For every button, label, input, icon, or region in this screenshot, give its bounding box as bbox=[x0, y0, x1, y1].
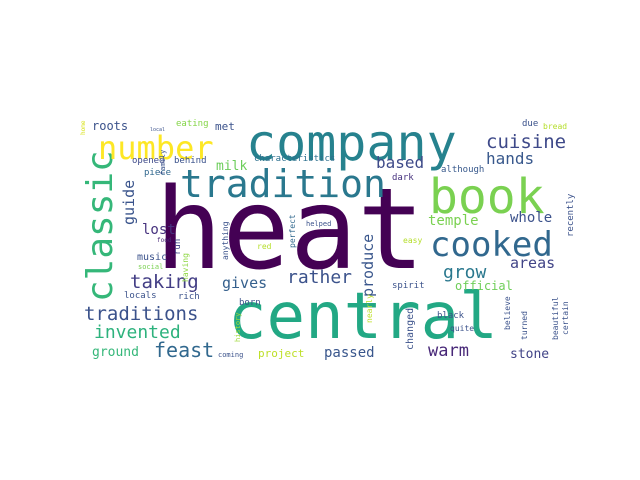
word-black: black bbox=[437, 311, 465, 321]
word-company: company bbox=[246, 114, 457, 172]
word-based: based bbox=[376, 153, 424, 172]
word-home: home bbox=[80, 120, 87, 135]
word-believe: believe bbox=[503, 296, 512, 330]
word-recently: recently bbox=[566, 193, 576, 237]
word-quite: quite bbox=[450, 324, 474, 333]
word-red: red bbox=[257, 242, 272, 251]
word-eating: eating bbox=[176, 119, 209, 129]
word-music: music bbox=[137, 252, 167, 263]
word-food: food bbox=[157, 237, 172, 244]
word-official: official bbox=[455, 279, 513, 293]
word-number: number bbox=[98, 129, 214, 167]
word-areas: areas bbox=[510, 254, 555, 272]
word-due: due bbox=[522, 119, 538, 129]
word-hands: hands bbox=[486, 149, 534, 168]
word-rather: rather bbox=[287, 267, 352, 288]
word-project: project bbox=[258, 347, 304, 360]
word-stone: stone bbox=[510, 347, 549, 362]
word-social: social bbox=[138, 263, 163, 271]
word-temple: temple bbox=[428, 213, 479, 229]
word-nearly: nearly bbox=[365, 294, 374, 323]
word-beautiful: beautiful bbox=[551, 296, 560, 340]
word-gives: gives bbox=[222, 274, 267, 292]
word-ground: ground bbox=[92, 345, 139, 360]
word-although: although bbox=[441, 165, 484, 175]
word-grow: grow bbox=[443, 262, 487, 283]
word-coming: coming bbox=[218, 351, 243, 359]
word-milk: milk bbox=[216, 159, 247, 174]
word-invented: invented bbox=[94, 322, 181, 343]
word-traditions: traditions bbox=[84, 303, 198, 325]
word-guide: guide bbox=[120, 180, 138, 225]
word-bread: bread bbox=[543, 122, 567, 131]
word-warm: warm bbox=[428, 341, 469, 361]
word-anything: anything bbox=[221, 221, 230, 260]
word-locals: locals bbox=[124, 291, 157, 301]
word-history: history bbox=[234, 312, 242, 342]
word-whole: whole bbox=[510, 210, 552, 226]
word-taking: taking bbox=[130, 271, 199, 293]
word-born: born bbox=[239, 298, 261, 308]
word-having: having bbox=[181, 253, 190, 282]
word-characteristics: characteristics bbox=[254, 154, 335, 164]
word-passed: passed bbox=[324, 345, 375, 361]
word-classic: classic bbox=[80, 150, 121, 302]
word-local: local bbox=[150, 127, 165, 133]
word-turned: turned bbox=[520, 311, 529, 340]
word-easy: easy bbox=[403, 236, 422, 245]
word-spirit: spirit bbox=[392, 281, 425, 291]
word-book: book bbox=[429, 169, 545, 225]
word-opened: opened bbox=[132, 156, 165, 166]
word-cooked: cooked bbox=[430, 225, 553, 265]
word-helped: helped bbox=[306, 220, 331, 228]
word-piece: piece bbox=[144, 168, 171, 178]
word-feast: feast bbox=[154, 338, 214, 362]
word-dark: dark bbox=[392, 173, 414, 183]
word-heat: heat bbox=[155, 165, 425, 295]
word-certain: certain bbox=[561, 301, 570, 335]
word-produce: produce bbox=[359, 234, 377, 297]
word-run: run bbox=[173, 239, 183, 255]
word-lost: lost bbox=[142, 222, 176, 238]
word-cuisine: cuisine bbox=[486, 131, 566, 153]
word-met: met bbox=[215, 120, 235, 133]
word-behind: behind bbox=[174, 156, 207, 166]
word-changed: changed bbox=[405, 308, 416, 350]
word-roots: roots bbox=[92, 119, 128, 133]
word-rich: rich bbox=[178, 292, 200, 302]
word-family: family bbox=[159, 150, 167, 175]
word-tradition: tradition bbox=[180, 162, 386, 206]
word-central: central bbox=[228, 280, 498, 354]
word-perfect: perfect bbox=[288, 214, 297, 248]
